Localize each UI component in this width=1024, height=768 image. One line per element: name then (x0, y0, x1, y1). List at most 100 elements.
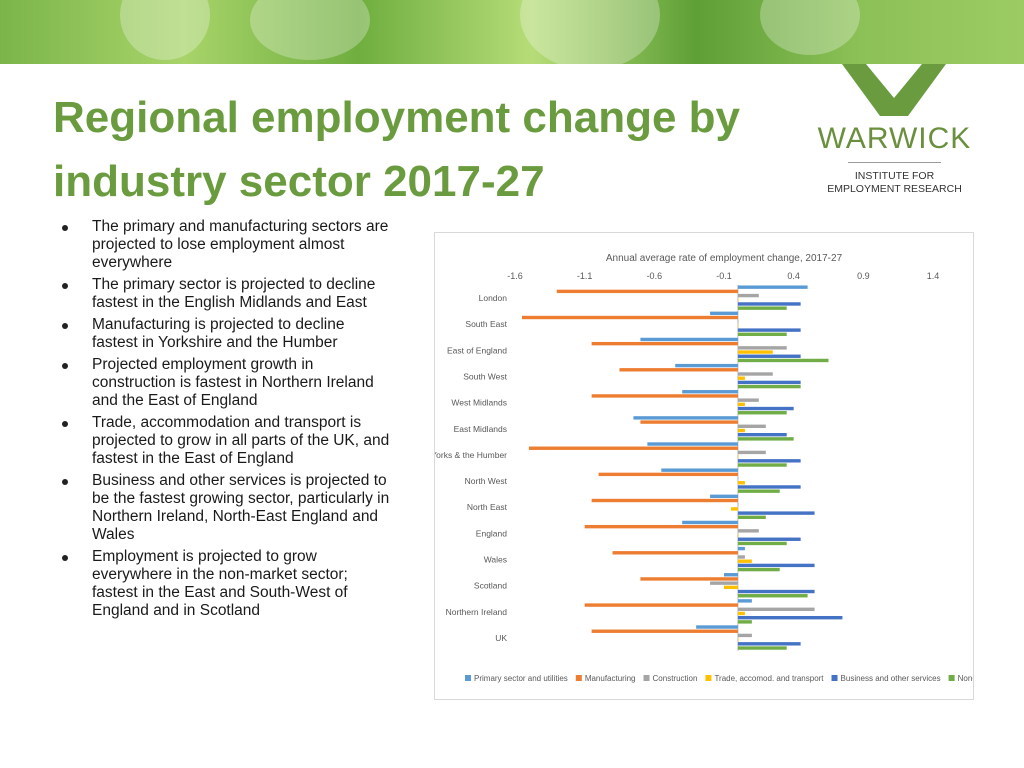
bullet-text: The primary sector is projected to decli… (92, 276, 376, 311)
legend-label: Primary sector and utilities (474, 674, 568, 683)
logo-subtitle: INSTITUTE FOR EMPLOYMENT RESEARCH (812, 170, 977, 196)
bullet-text: Projected employment growth in construct… (92, 356, 374, 409)
bar (640, 420, 738, 424)
legend-swatch (465, 675, 471, 681)
bullet-item: Employment is projected to grow everywhe… (60, 548, 390, 620)
warwick-logo: WARWICK INSTITUTE FOR EMPLOYMENT RESEARC… (812, 64, 977, 204)
bar (647, 442, 738, 446)
bar (737, 306, 787, 310)
bullet-item: The primary sector is projected to decli… (60, 276, 390, 312)
bar (737, 428, 745, 433)
legend-swatch (643, 675, 650, 681)
bar (584, 524, 738, 529)
bullet-item: Manufacturing is projected to decline fa… (60, 316, 390, 352)
header-banner (0, 0, 1024, 64)
bar (737, 354, 801, 358)
bar (591, 498, 738, 503)
bullet-dot-icon (62, 363, 68, 369)
bar (633, 416, 738, 420)
bar (737, 599, 752, 603)
category-label: Yorks & the Humber (435, 450, 507, 460)
bullet-dot-icon (62, 479, 68, 485)
bar (737, 424, 766, 428)
bullet-item: The primary and manufacturing sectors ar… (60, 218, 390, 272)
warwick-chevron-icon (842, 64, 946, 116)
bar (737, 489, 780, 493)
bullet-item: Business and other services is projected… (60, 472, 390, 544)
legend-label: Non-market services (958, 674, 973, 683)
bar (591, 394, 738, 398)
category-label: South West (463, 372, 507, 382)
bullet-text: The primary and manufacturing sectors ar… (92, 218, 389, 271)
x-tick-label: 0.9 (857, 271, 870, 281)
bar (737, 537, 801, 541)
bar (737, 358, 829, 363)
chart-title: Annual average rate of employment change… (606, 253, 843, 264)
category-label: East Midlands (454, 424, 507, 434)
bar (710, 311, 738, 316)
bar (584, 603, 738, 607)
bar (737, 503, 739, 507)
category-label: Wales (484, 555, 507, 565)
bar (737, 411, 787, 415)
slide-title: Regional employment change by industry s… (53, 93, 741, 206)
category-label: Northern Ireland (446, 607, 508, 617)
bullet-dot-icon (62, 283, 68, 289)
bar (737, 607, 815, 611)
category-label: UK (495, 633, 507, 643)
bar (730, 507, 738, 511)
bar (737, 406, 794, 411)
bullet-text: Manufacturing is projected to decline fa… (92, 316, 345, 351)
x-tick-label: -0.1 (716, 271, 732, 281)
bar (640, 337, 738, 342)
legend-swatch (575, 675, 582, 681)
bar (737, 546, 745, 551)
bar (724, 585, 738, 590)
bar (737, 459, 801, 463)
bullet-dot-icon (62, 421, 68, 427)
bar (737, 463, 787, 467)
bar (737, 320, 739, 324)
bar (737, 615, 843, 620)
legend-label: Business and other services (841, 674, 941, 683)
bar (737, 450, 766, 455)
bullet-text: Trade, accommodation and transport is pr… (92, 414, 390, 467)
category-label: North West (465, 476, 508, 486)
category-label: South East (465, 319, 507, 329)
bullet-text: Employment is projected to grow everywhe… (92, 548, 348, 619)
bar (737, 332, 787, 337)
legend-label: Manufacturing (585, 674, 636, 683)
bar (737, 454, 739, 459)
bar (737, 646, 787, 650)
x-tick-label: -1.1 (577, 271, 593, 281)
bar (737, 437, 794, 441)
bar (737, 620, 752, 624)
category-label: England (476, 528, 507, 538)
legend-swatch (948, 675, 955, 681)
bar (737, 328, 801, 332)
bar (598, 472, 738, 477)
bar (737, 541, 787, 546)
bar (737, 594, 808, 598)
bar (737, 380, 801, 385)
bar (591, 629, 738, 633)
bar (675, 363, 738, 368)
bar (737, 511, 815, 515)
bar (528, 446, 738, 450)
category-label: London (479, 293, 508, 303)
bar (737, 285, 808, 289)
x-tick-label: 1.4 (927, 271, 940, 281)
bullet-text: Business and other services is projected… (92, 472, 390, 543)
category-label: East of England (447, 345, 507, 355)
bar (710, 581, 738, 585)
bar (737, 481, 745, 485)
bar (682, 520, 738, 525)
bar (737, 529, 759, 533)
bar (682, 390, 738, 394)
logo-subtitle-line-1: INSTITUTE FOR (854, 170, 935, 182)
legend-swatch (831, 675, 838, 681)
bar (737, 402, 745, 407)
logo-name: WARWICK (817, 122, 972, 155)
bullet-item: Projected employment growth in construct… (60, 356, 390, 410)
bar (737, 346, 787, 350)
